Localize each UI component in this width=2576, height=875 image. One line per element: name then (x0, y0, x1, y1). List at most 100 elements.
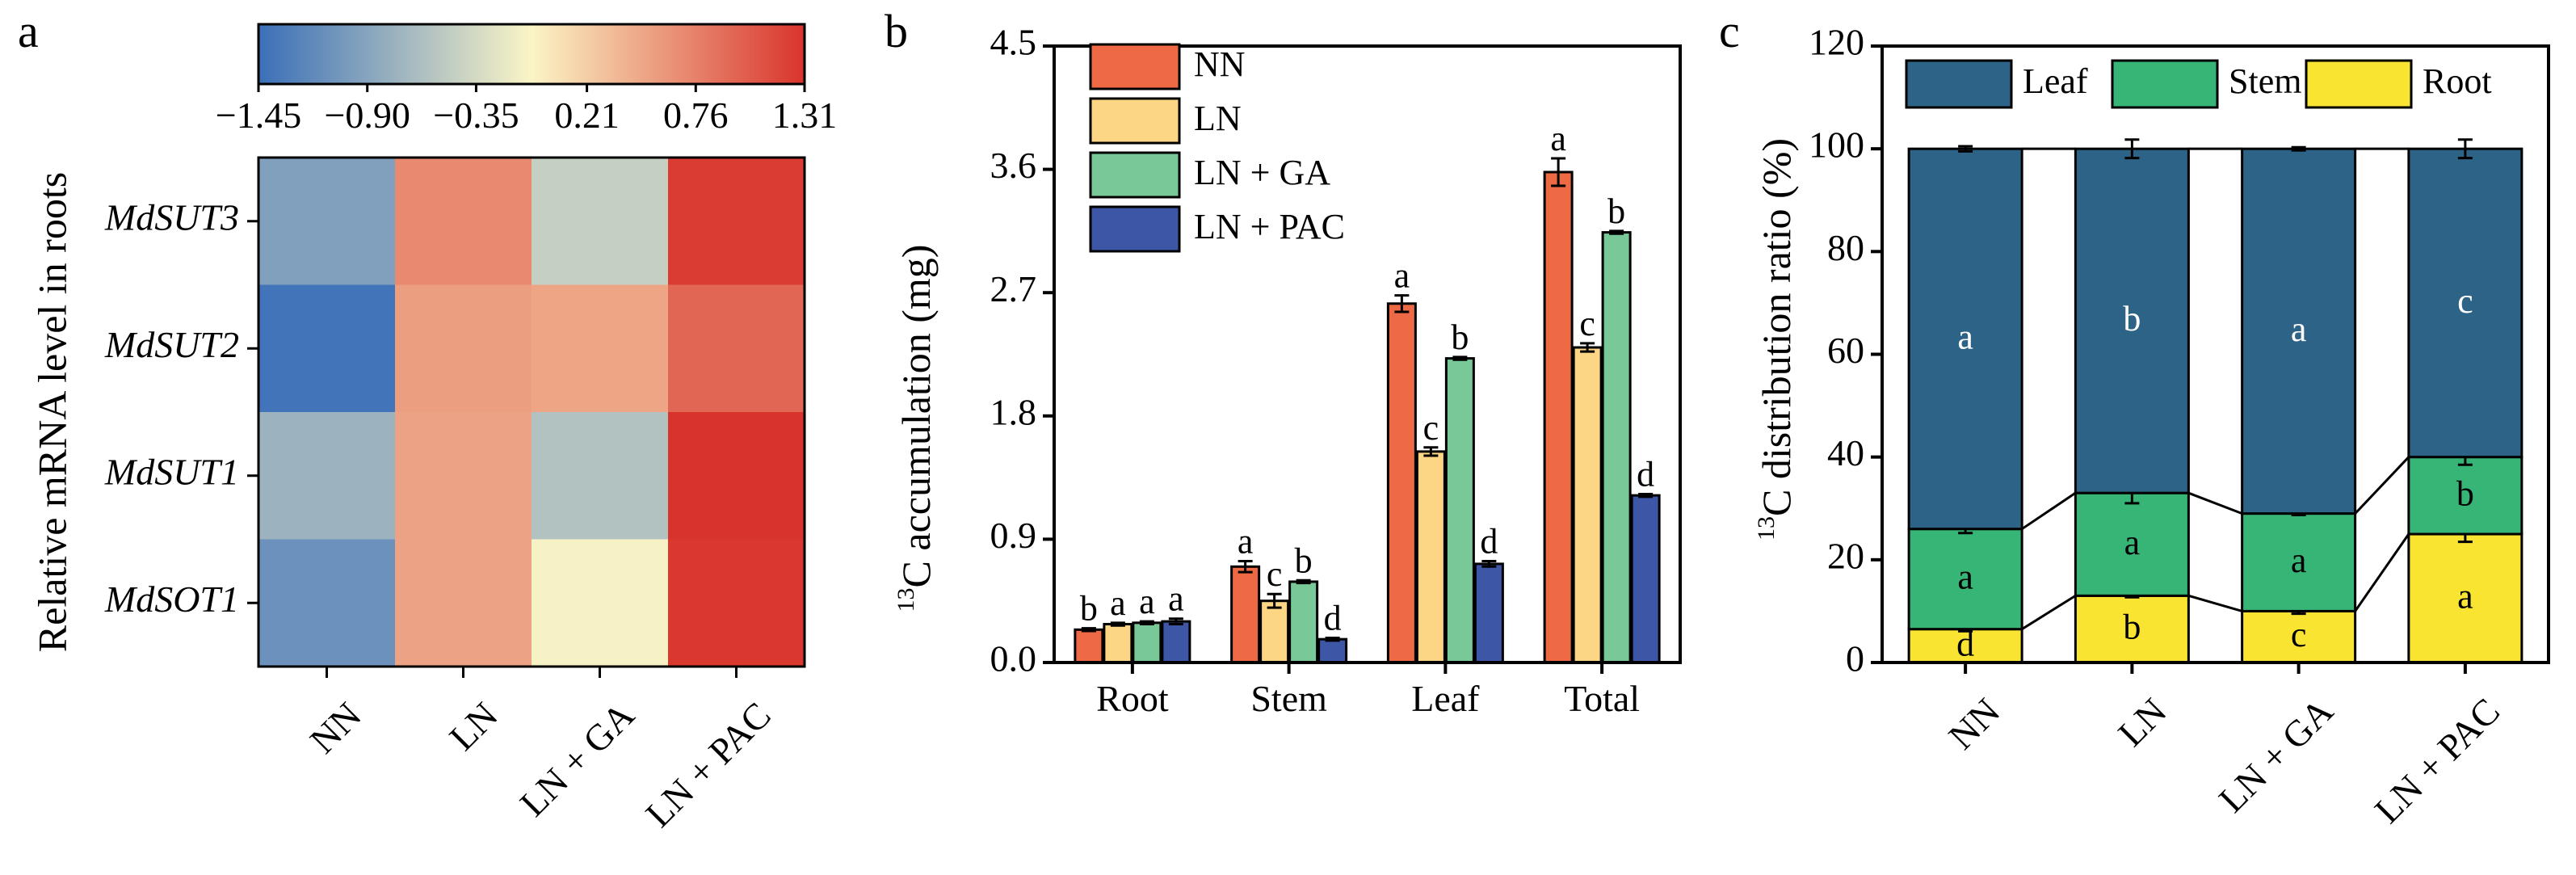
significance-letter: b (2123, 299, 2141, 339)
stacked-segment (1907, 147, 2023, 531)
heatmap-cell (532, 412, 669, 540)
bar-chart-y-axis-title-rest: C accumulation (mg) (893, 245, 939, 588)
heatmap-cell (258, 539, 396, 667)
panel-label-a: a (18, 5, 39, 57)
heatmap-col-label: NN (302, 694, 369, 761)
significance-letter: d (1637, 454, 1654, 494)
significance-letter: a (1957, 317, 1973, 356)
heatmap-cell (668, 412, 805, 540)
significance-letter: a (1139, 582, 1155, 621)
heatmap-cells (258, 158, 805, 667)
y-tick-label: 20 (1827, 535, 1864, 576)
stacked-chart-y-axis-title-super: 13 (1753, 516, 1780, 541)
bar-chart-legend: NN LN LN + GA LN + PAC (1089, 43, 1345, 253)
significance-letter: d (1956, 624, 1974, 663)
x-tick-label: NN (1940, 690, 2007, 757)
bar (1543, 170, 1574, 664)
bar (1386, 302, 1417, 664)
significance-letter: c (1267, 554, 1283, 594)
legend-swatch (1089, 97, 1181, 145)
heatmap-cell (258, 284, 396, 413)
bar (1230, 565, 1261, 664)
legend-swatch (1089, 151, 1181, 199)
y-tick-label: 40 (1827, 432, 1864, 473)
bar (1444, 357, 1475, 664)
colorbar-ticks: −1.45 −0.90 −0.35 0.21 0.76 1.31 (216, 84, 837, 136)
x-tick-label: LN + GA (2211, 690, 2341, 820)
bar (1415, 450, 1446, 664)
legend-label: LN (1194, 99, 1242, 138)
x-tick-label: Total (1564, 678, 1640, 719)
significance-letter: a (1550, 119, 1566, 158)
significance-letter: b (2456, 473, 2474, 513)
legend-label: Leaf (2023, 61, 2088, 101)
y-tick-label: 4.5 (990, 22, 1037, 63)
y-tick-label: 3.6 (990, 145, 1037, 186)
legend-swatch (1089, 43, 1181, 90)
heatmap-row-label: MdSUT2 (104, 324, 239, 365)
colorbar-tick-label: −0.90 (324, 95, 410, 136)
x-tick-label: Leaf (1411, 678, 1480, 719)
heatmap-cell (532, 284, 669, 413)
heatmap-cell (395, 539, 532, 667)
significance-letter: a (2457, 577, 2473, 616)
significance-letter: a (1394, 256, 1410, 296)
x-tick-label: Root (1096, 678, 1169, 719)
significance-letter: c (1423, 408, 1439, 448)
heatmap-cell (668, 284, 805, 413)
y-tick-label: 0.9 (990, 515, 1037, 556)
significance-letter: b (1295, 541, 1313, 580)
legend-label: LN + PAC (1194, 207, 1345, 246)
legend-swatch (2305, 59, 2413, 109)
heatmap-y-axis-title: Relative mRNA level in roots (29, 172, 74, 652)
heatmap-row-label: MdSOT1 (104, 578, 239, 620)
bar (1259, 599, 1290, 664)
legend-label: NN (1194, 44, 1246, 84)
bar (1601, 231, 1632, 664)
y-tick-label: 0 (1846, 638, 1864, 679)
stacked-segment (2407, 456, 2523, 536)
significance-letter: b (1080, 589, 1098, 629)
x-tick-label: LN (2110, 690, 2174, 754)
y-tick-label: 80 (1827, 227, 1864, 268)
connector-line (2354, 456, 2410, 515)
connector-line (2021, 491, 2077, 530)
bar (1074, 628, 1104, 664)
stacked-segment (2074, 147, 2190, 494)
stacked-chart-y-axis-title-rest: C distribution ratio (%) (1754, 138, 1799, 516)
connector-line (2187, 594, 2243, 612)
significance-letter: b (1451, 318, 1469, 357)
legend-label: Stem (2229, 61, 2301, 101)
colorbar-tick-label: −1.45 (216, 95, 301, 136)
heatmap-cell (532, 539, 669, 667)
significance-letter: c (2457, 281, 2473, 321)
bar (1630, 494, 1661, 664)
legend-swatch (1089, 205, 1181, 253)
connector-line (2354, 533, 2410, 612)
heatmap-frame (257, 156, 806, 668)
heatmap-col-label: LN + GA (512, 694, 642, 824)
significance-letter: c (1579, 304, 1595, 343)
stacked-segment (2407, 532, 2523, 664)
heatmap-cell (395, 284, 532, 413)
stacked-segment (2241, 147, 2357, 515)
y-tick-label: 1.8 (990, 391, 1037, 432)
significance-letter: a (2124, 523, 2141, 562)
bar (1132, 621, 1162, 664)
bar-chart-axes: 0.0 0.9 1.8 2.7 3.6 4.5 Root Stem Leaf Total (990, 22, 1682, 719)
heatmap-row-label: MdSUT3 (104, 196, 239, 238)
bar (1288, 580, 1319, 664)
heatmap-cell (668, 158, 805, 285)
colorbar-tick-label: −0.35 (433, 95, 519, 136)
legend-label: Root (2423, 61, 2492, 101)
heatmap-cell (395, 158, 532, 285)
y-tick-label: 60 (1827, 330, 1864, 371)
significance-letter: a (1238, 522, 1254, 562)
stacked-chart-legend: Leaf Stem Root (1905, 59, 2492, 109)
plot-frame (1053, 44, 1682, 664)
connector-line (2021, 595, 2077, 630)
